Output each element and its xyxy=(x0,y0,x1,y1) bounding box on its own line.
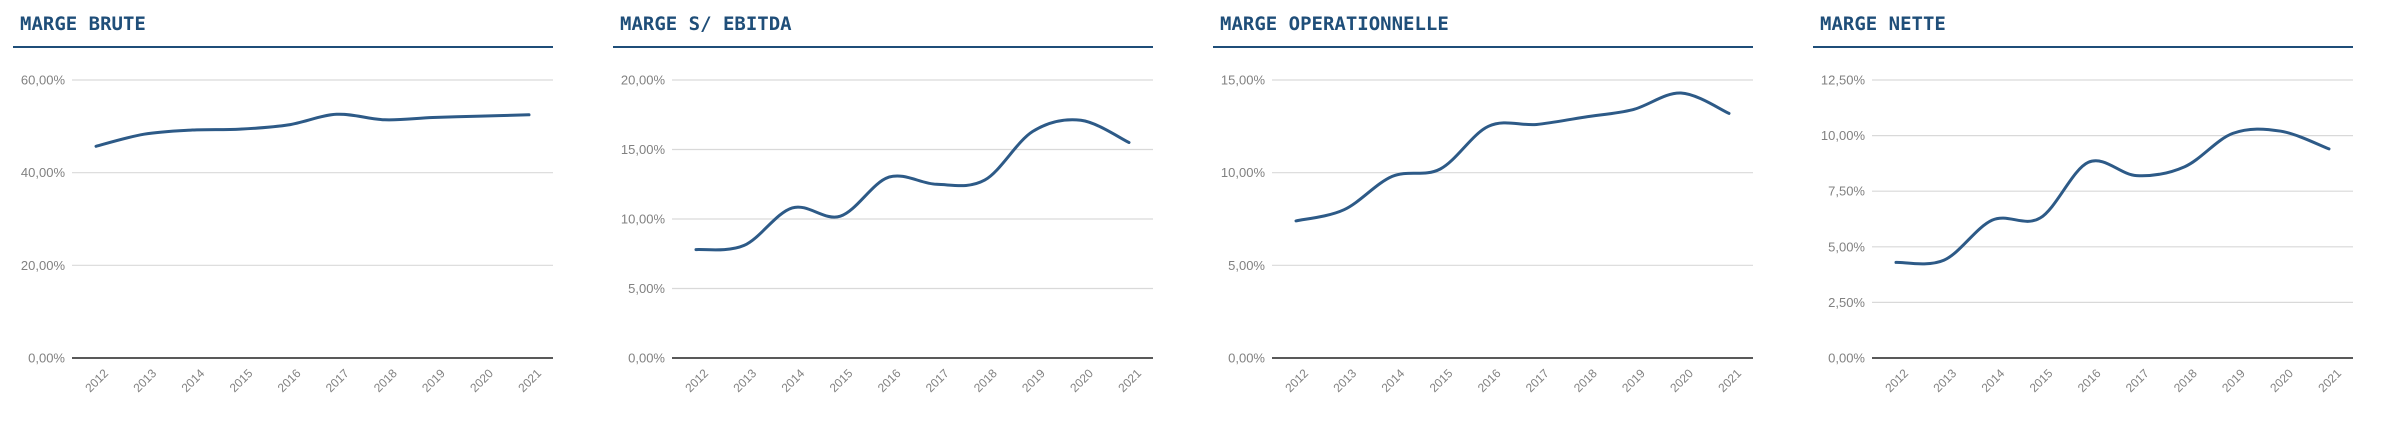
y-tick-label: 2,50% xyxy=(1828,295,1865,310)
x-tick-label: 2017 xyxy=(2123,366,2152,395)
x-tick-label: 2015 xyxy=(2027,366,2056,395)
x-tick-label: 2019 xyxy=(1019,366,1048,395)
x-tick-label: 2018 xyxy=(971,366,1000,395)
x-tick-label: 2015 xyxy=(827,366,856,395)
chart-panel-marge-s-ebitda: MARGE S/ EBITDA 0,00% 5,00% 10,00% 15,00% 20… xyxy=(600,0,1200,432)
chart-title: MARGE OPERATIONNELLE xyxy=(1220,13,1449,35)
x-tick-label: 2016 xyxy=(1475,366,1504,395)
x-tick-label: 2014 xyxy=(1979,366,2008,395)
chart-title: MARGE BRUTE xyxy=(20,13,146,35)
line-chart-marge-brute: 0,00% 20,00% 40,00% 60,00% 2012 2013 2014 2015 2… xyxy=(21,73,553,395)
title-underline xyxy=(1813,46,2353,48)
x-tick-label: 2020 xyxy=(2267,366,2296,395)
y-tick-label: 20,00% xyxy=(21,258,66,273)
x-tick-label: 2019 xyxy=(2219,366,2248,395)
x-tick-label: 2012 xyxy=(1282,366,1311,395)
y-tick-label: 0,00% xyxy=(628,351,665,366)
series-line xyxy=(1894,127,2331,266)
x-tick-label: 2021 xyxy=(1715,366,1744,395)
y-tick-label: 10,00% xyxy=(621,212,666,227)
x-tick-label: 2018 xyxy=(1571,366,1600,395)
line-chart-marge-s-ebitda: 0,00% 5,00% 10,00% 15,00% 20,00% 2012 2013 2014… xyxy=(621,73,1153,395)
x-tick-label: 2016 xyxy=(2075,366,2104,395)
chart-panel-marge-nette: MARGE NETTE 0,00% 2,50% 5,00% 7,50% 10,00% 12… xyxy=(1800,0,2402,432)
x-tick-label: 2017 xyxy=(1523,366,1552,395)
x-tick-label: 2016 xyxy=(275,366,304,395)
series-line xyxy=(1294,91,1731,223)
x-tick-label: 2013 xyxy=(1330,366,1359,395)
y-tick-label: 20,00% xyxy=(621,73,666,88)
y-tick-label: 15,00% xyxy=(1221,73,1266,88)
line-chart-marge-operationnelle: 0,00% 5,00% 10,00% 15,00% 2012 2013 2014 2015 20… xyxy=(1221,73,1753,395)
x-tick-label: 2012 xyxy=(82,366,111,395)
y-tick-label: 7,50% xyxy=(1828,184,1865,199)
x-tick-label: 2016 xyxy=(875,366,904,395)
x-tick-label: 2020 xyxy=(1667,366,1696,395)
x-tick-label: 2017 xyxy=(923,366,952,395)
chart-panel-marge-brute: MARGE BRUTE 0,00% 20,00% 40,00% 60,00% 2012 2… xyxy=(0,0,600,432)
x-tick-label: 2014 xyxy=(1379,366,1408,395)
x-tick-label: 2021 xyxy=(1115,366,1144,395)
y-tick-label: 40,00% xyxy=(21,165,66,180)
x-tick-label: 2013 xyxy=(730,366,759,395)
x-tick-label: 2021 xyxy=(2315,366,2344,395)
chart-title: MARGE NETTE xyxy=(1820,13,1946,35)
title-underline xyxy=(1213,46,1753,48)
x-tick-label: 2017 xyxy=(323,366,352,395)
y-tick-label: 5,00% xyxy=(1828,239,1865,254)
title-underline xyxy=(613,46,1153,48)
y-tick-label: 12,50% xyxy=(1821,73,1866,88)
chart-panel-marge-operationnelle: MARGE OPERATIONNELLE 0,00% 5,00% 10,00% 15,… xyxy=(1200,0,1800,432)
y-tick-label: 10,00% xyxy=(1221,165,1266,180)
x-tick-label: 2020 xyxy=(467,366,496,395)
y-tick-label: 0,00% xyxy=(28,351,65,366)
title-underline xyxy=(13,46,553,48)
x-tick-label: 2013 xyxy=(1930,366,1959,395)
y-tick-label: 5,00% xyxy=(1228,258,1265,273)
x-tick-label: 2021 xyxy=(515,366,544,395)
y-tick-label: 10,00% xyxy=(1821,128,1866,143)
x-tick-label: 2014 xyxy=(779,366,808,395)
x-tick-label: 2020 xyxy=(1067,366,1096,395)
chart-title: MARGE S/ EBITDA xyxy=(620,13,792,35)
line-chart-marge-nette: 0,00% 2,50% 5,00% 7,50% 10,00% 12,50% 2012 2013… xyxy=(1821,73,2353,395)
x-tick-label: 2013 xyxy=(130,366,159,395)
y-tick-label: 5,00% xyxy=(628,281,665,296)
x-tick-label: 2014 xyxy=(179,366,208,395)
x-tick-label: 2012 xyxy=(1882,366,1911,395)
y-tick-label: 60,00% xyxy=(21,73,66,88)
x-tick-label: 2015 xyxy=(227,366,256,395)
x-tick-label: 2018 xyxy=(2171,366,2200,395)
y-tick-label: 0,00% xyxy=(1828,351,1865,366)
series-line xyxy=(694,118,1131,252)
series-line xyxy=(94,112,531,148)
x-tick-label: 2019 xyxy=(419,366,448,395)
x-tick-label: 2015 xyxy=(1427,366,1456,395)
x-tick-label: 2018 xyxy=(371,366,400,395)
x-tick-label: 2012 xyxy=(682,366,711,395)
y-tick-label: 15,00% xyxy=(621,142,666,157)
y-tick-label: 0,00% xyxy=(1228,351,1265,366)
x-tick-label: 2019 xyxy=(1619,366,1648,395)
